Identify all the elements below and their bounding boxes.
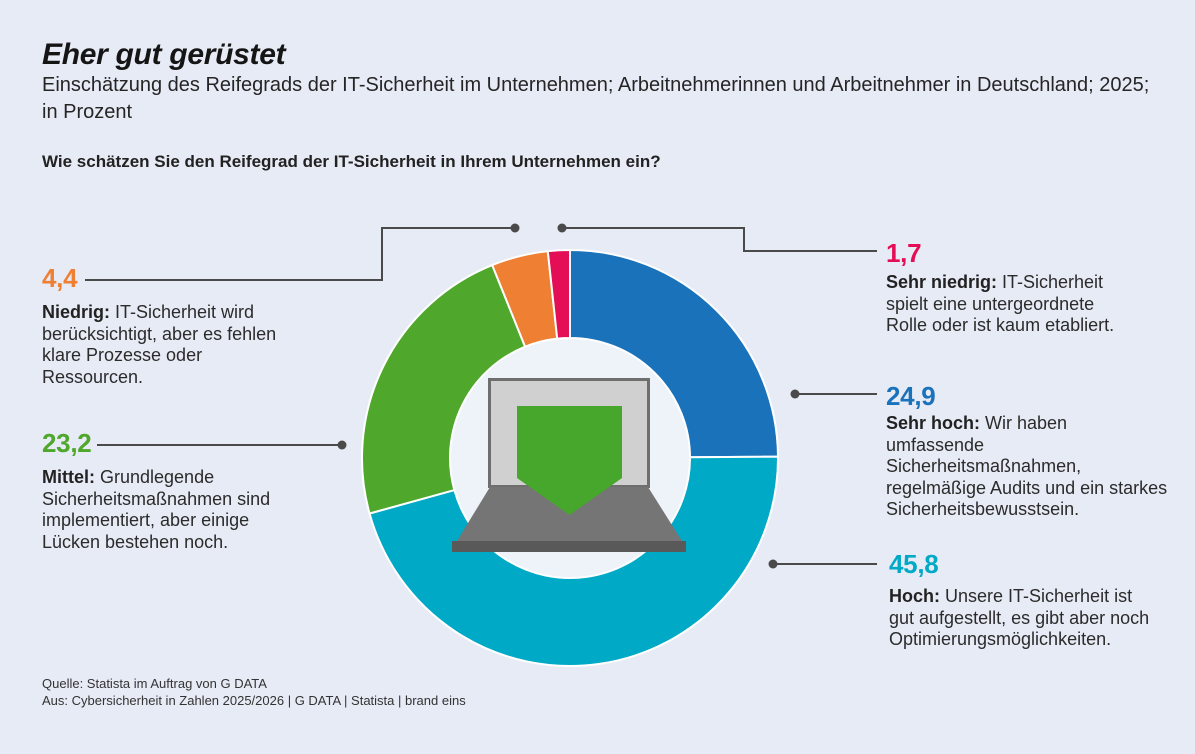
callout-dot — [557, 223, 567, 233]
donut-segment-mittel — [361, 263, 527, 515]
page-title: Eher gut gerüstet — [42, 38, 286, 71]
laptop-base-edge — [452, 541, 686, 552]
callout-dot — [510, 223, 520, 233]
callout-description-niedrig: Niedrig: IT-Sicherheit wird berücksichti… — [42, 302, 280, 388]
callout-dot — [790, 389, 800, 399]
donut-segment-sehr-hoch — [569, 248, 780, 459]
callout-label: Mittel: — [42, 467, 95, 487]
callout-line-sehr-hoch — [790, 389, 877, 399]
callout-dot — [337, 440, 347, 450]
callout-dot — [768, 559, 778, 569]
callout-description-hoch: Hoch: Unsere IT-Sicherheit ist gut aufge… — [889, 586, 1157, 651]
callout-line — [85, 227, 515, 281]
callout-line — [562, 227, 877, 252]
callout-label: Hoch: — [889, 586, 940, 606]
callout-description-sehr-niedrig: Sehr niedrig: IT-Sicherheit spielt eine … — [886, 272, 1118, 337]
callout-label: Sehr hoch: — [886, 413, 981, 433]
donut-segment-hoch — [368, 455, 780, 667]
source-note: Quelle: Statista im Auftrag von G DATA A… — [42, 676, 466, 709]
callout-label: Niedrig: — [42, 302, 111, 322]
callout-text: IT-Sicherheit spielt eine untergeordnete… — [886, 272, 1115, 335]
donut-chart — [361, 248, 780, 667]
source-line: Quelle: Statista im Auftrag von G DATA — [42, 676, 267, 691]
callout-line-mittel — [97, 440, 347, 450]
callout-line-niedrig — [85, 223, 520, 281]
callout-line-hoch — [768, 559, 877, 569]
callout-line-sehr-niedrig — [557, 223, 877, 252]
page-subtitle: Einschätzung des Reifegrads der IT-Siche… — [42, 74, 1150, 123]
callout-value-sehr-hoch: 24,9 — [886, 381, 936, 411]
callout-text: Unsere IT-Sicherheit ist gut aufgestellt… — [889, 586, 1150, 649]
shield-icon — [517, 406, 622, 515]
callout-value-sehr-niedrig: 1,7 — [886, 238, 922, 268]
laptop-security-icon — [452, 378, 686, 552]
survey-question: Wie schätzen Sie den Reifegrad der IT-Si… — [42, 152, 661, 171]
callout-description-mittel: Mittel: Grundlegende Sicherheitsmaßnahme… — [42, 467, 287, 553]
callout-text: Grundlegende Sicherheitsmaßnahmen sind i… — [42, 467, 271, 552]
attribution-line: Aus: Cybersicherheit in Zahlen 2025/2026… — [42, 692, 466, 708]
callout-value-mittel: 23,2 — [42, 428, 92, 458]
donut-segment-sehr-niedrig — [546, 248, 571, 340]
callout-value-hoch: 45,8 — [889, 549, 939, 579]
callout-label: Sehr niedrig: — [886, 272, 998, 292]
callout-description-sehr-hoch: Sehr hoch: Wir haben umfassende Sicherhe… — [886, 413, 1168, 521]
callout-value-niedrig: 4,4 — [42, 263, 78, 293]
callout-lines — [85, 223, 877, 569]
callout-text: IT-Sicherheit wird berücksichtigt, aber … — [42, 302, 277, 387]
callout-text: Wir haben umfassende Sicherheitsmaßnahme… — [886, 413, 1168, 519]
